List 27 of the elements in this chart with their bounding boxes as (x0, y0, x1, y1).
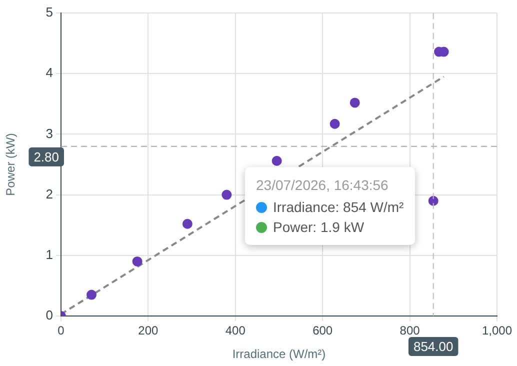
point (182, 218, 192, 229)
point (86, 290, 97, 300)
y-axis-title: Power (kW) (4, 133, 18, 196)
y-tick-label: 1 (46, 246, 53, 262)
annotation: 23/07/2026, 16:43:56 (256, 177, 390, 193)
point (350, 98, 360, 108)
x-tick-label: 600 (312, 324, 333, 338)
point (272, 156, 282, 166)
annotation: Power: 1.9 kW (273, 219, 364, 235)
y-tick-label: 2 (46, 186, 53, 202)
y-tick-label: 5 (46, 4, 53, 20)
x-tick-label: 800 (400, 324, 420, 338)
x-tick-label: 200 (138, 324, 159, 338)
x-axis-title: Irradiance (W/m²) (232, 347, 326, 362)
annotation: Irradiance: 854 W/m² (273, 199, 404, 215)
x-tick-label: 0 (58, 324, 65, 338)
y-tick-label: 0 (46, 308, 53, 323)
ref-line-label: 2.80 (34, 149, 60, 164)
point (428, 196, 438, 206)
ref-line-label: 854.00 (413, 339, 454, 354)
point (330, 118, 340, 129)
y-tick-label: 3 (46, 126, 53, 141)
point (132, 256, 142, 266)
y-tick-label: 4 (46, 65, 53, 80)
x-tick-label: 1,000 (482, 324, 512, 338)
x-tick-label: 400 (225, 324, 246, 338)
point (222, 190, 232, 200)
